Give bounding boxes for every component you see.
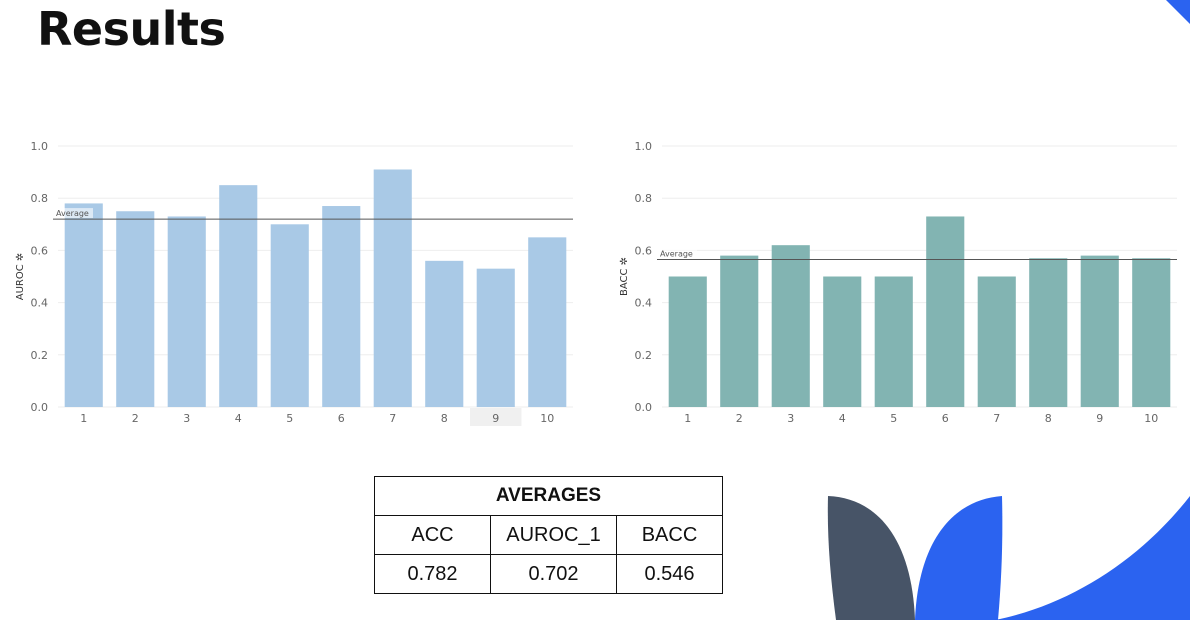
- auroc-bar[interactable]: [116, 211, 155, 407]
- column-header-auroc: AUROC_1: [490, 515, 617, 555]
- auroc-bar[interactable]: [219, 185, 258, 407]
- bacc-bar[interactable]: [720, 255, 759, 407]
- bacc-x-tick-label: 7: [993, 412, 1000, 425]
- auroc-x-tick-highlight: [470, 408, 522, 426]
- auroc-y-axis-label: AUROC ✲: [15, 253, 26, 301]
- auroc-x-tick-label: 1: [80, 412, 87, 425]
- auroc-x-tick-label: 3: [183, 412, 190, 425]
- auroc-x-tick-label: 9: [492, 412, 499, 425]
- auroc-bar[interactable]: [64, 203, 103, 407]
- bacc-bar[interactable]: [668, 276, 707, 408]
- auroc-bar[interactable]: [528, 237, 567, 407]
- value-bacc: 0.546: [616, 554, 723, 594]
- page-title: Results: [37, 2, 226, 56]
- bacc-bar[interactable]: [823, 276, 862, 408]
- bacc-y-axis-label: BACC ✲: [619, 257, 630, 296]
- auroc-y-tick-label: 0.8: [31, 192, 49, 205]
- auroc-bar[interactable]: [167, 216, 206, 407]
- bacc-x-tick-label: 4: [839, 412, 846, 425]
- bacc-y-tick-label: 0.2: [635, 349, 653, 362]
- auroc-x-tick-label: 6: [338, 412, 345, 425]
- bacc-y-tick-label: 1.0: [635, 140, 653, 153]
- auroc-x-tick-label: 2: [132, 412, 139, 425]
- auroc-y-tick-label: 0.6: [31, 244, 49, 257]
- bacc-average-label: Average: [660, 250, 693, 259]
- auroc-bar[interactable]: [270, 224, 309, 407]
- leaf-right-shape: [915, 496, 1003, 620]
- bacc-bar[interactable]: [1029, 258, 1068, 407]
- auroc-bar[interactable]: [425, 260, 464, 407]
- bacc-bar[interactable]: [874, 276, 913, 408]
- auroc-bar[interactable]: [476, 268, 515, 407]
- bacc-x-tick-label: 2: [736, 412, 743, 425]
- bacc-y-tick-label: 0.0: [635, 401, 653, 414]
- auroc-average-label-bg: [55, 208, 93, 219]
- auroc-average-label: Average: [56, 209, 89, 218]
- bacc-bar[interactable]: [926, 216, 965, 407]
- auroc-y-tick-label: 0.4: [31, 297, 49, 310]
- value-auroc: 0.702: [490, 554, 617, 594]
- corner-wave-shape: [995, 496, 1190, 620]
- bacc-x-tick-label: 10: [1144, 412, 1158, 425]
- auroc-x-tick-label: 7: [389, 412, 396, 425]
- auroc-y-tick-label: 0.2: [31, 349, 49, 362]
- auroc-x-tick-label: 4: [235, 412, 242, 425]
- bacc-x-tick-label: 5: [890, 412, 897, 425]
- value-acc: 0.782: [374, 554, 491, 594]
- bacc-x-tick-label: 6: [942, 412, 949, 425]
- column-header-acc: ACC: [374, 515, 491, 555]
- auroc-x-tick-label: 5: [286, 412, 293, 425]
- bacc-y-tick-label: 0.6: [635, 244, 653, 257]
- bacc-average-label-bg: [659, 248, 697, 259]
- averages-table-header: AVERAGES: [374, 476, 723, 516]
- auroc-y-tick-label: 0.0: [31, 401, 49, 414]
- auroc-x-tick-label: 8: [441, 412, 448, 425]
- auroc-chart: 0.0 0.2 0.4 0.6 0.8 1.0 AUROC ✲ 1 2 3 4 5 6 7 8 9 10 Aver…: [15, 140, 573, 426]
- bacc-y-tick-label: 0.8: [635, 192, 653, 205]
- bacc-y-tick-label: 0.4: [635, 297, 653, 310]
- bacc-x-tick-label: 3: [787, 412, 794, 425]
- bacc-bar[interactable]: [1132, 258, 1171, 407]
- bacc-bar[interactable]: [771, 245, 810, 407]
- bacc-x-tick-label: 8: [1045, 412, 1052, 425]
- column-header-bacc: BACC: [616, 515, 723, 555]
- averages-table: AVERAGES ACC AUROC_1 BACC 0.782 0.702 0.…: [374, 476, 723, 594]
- bacc-x-tick-label: 1: [684, 412, 691, 425]
- corner-accent-top: [1166, 0, 1190, 24]
- bacc-bar[interactable]: [977, 276, 1016, 408]
- bacc-chart: 0.0 0.2 0.4 0.6 0.8 1.0 BACC ✲ 1 2 3 4 5 6 7 8 9 10 Avera…: [619, 140, 1177, 425]
- bacc-x-tick-label: 9: [1096, 412, 1103, 425]
- auroc-bar[interactable]: [322, 206, 361, 407]
- auroc-bar[interactable]: [373, 169, 412, 407]
- leaf-left-shape: [827, 496, 915, 620]
- auroc-x-tick-label: 10: [540, 412, 554, 425]
- bacc-bar[interactable]: [1080, 255, 1119, 407]
- auroc-y-tick-label: 1.0: [31, 140, 49, 153]
